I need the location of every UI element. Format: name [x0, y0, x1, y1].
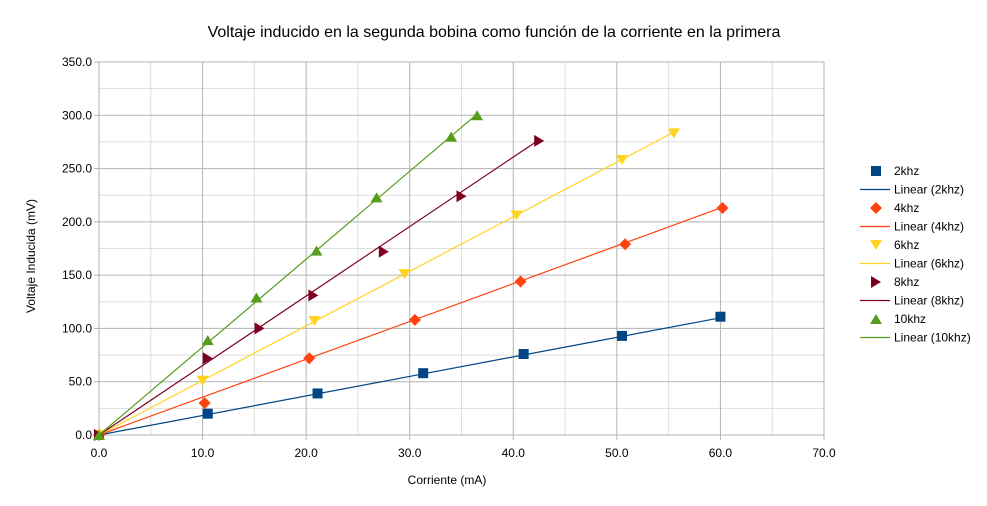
- legend-marker: [870, 314, 882, 324]
- data-point: [370, 192, 383, 203]
- data-point: [514, 275, 527, 288]
- data-point: [715, 311, 726, 322]
- data-point: [202, 408, 213, 419]
- legend-marker: [870, 202, 882, 214]
- legend-item-8khz: 8khz: [871, 275, 919, 289]
- series-6khz: [93, 128, 680, 440]
- legend: 2khz Linear (2khz) 4khz Linear (4khz) 6khz Li…: [860, 164, 971, 345]
- grid: [94, 61, 825, 440]
- y-tick-label: 350.0: [62, 55, 92, 69]
- legend-item-2khz: 2khz: [871, 164, 919, 178]
- legend-item-trend-4khz: Linear (4khz): [860, 220, 964, 234]
- trendline-6khz: [98, 131, 675, 436]
- y-tick-label: 50.0: [69, 375, 93, 389]
- data-point: [617, 330, 628, 341]
- chart-title: Voltaje inducido en la segunda bobina co…: [208, 24, 781, 41]
- data-point: [456, 190, 467, 203]
- y-tick-label: 0.0: [75, 428, 92, 442]
- series-layer: [93, 110, 729, 441]
- data-point: [201, 335, 214, 346]
- data-point: [310, 245, 323, 256]
- x-tick-label: 40.0: [502, 446, 526, 460]
- data-point: [534, 134, 545, 147]
- data-point: [619, 238, 632, 251]
- legend-label: Linear (8khz): [894, 294, 964, 308]
- x-tick-label: 10.0: [191, 446, 215, 460]
- data-point: [250, 292, 263, 303]
- legend-label: 2khz: [894, 164, 919, 178]
- data-point: [202, 352, 213, 365]
- x-tick-label: 0.0: [91, 446, 108, 460]
- x-tick-label: 60.0: [709, 446, 733, 460]
- y-axis-label: Voltaje Inducida (mV): [24, 199, 38, 313]
- legend-item-10khz: 10khz: [870, 312, 926, 326]
- trendline-10khz: [98, 113, 478, 436]
- data-point: [510, 210, 523, 221]
- data-point: [378, 245, 389, 258]
- data-point: [196, 375, 209, 386]
- data-point: [308, 289, 319, 302]
- trendline-2khz: [98, 317, 721, 436]
- x-tick-label: 70.0: [812, 446, 836, 460]
- legend-item-trend-8khz: Linear (8khz): [860, 294, 964, 308]
- legend-item-4khz: 4khz: [870, 201, 919, 215]
- data-point: [308, 315, 321, 326]
- data-point: [616, 155, 629, 166]
- legend-item-6khz: 6khz: [870, 238, 919, 252]
- legend-item-trend-10khz: Linear (10khz): [860, 331, 971, 345]
- legend-label: Linear (10khz): [894, 331, 971, 345]
- tick-labels: 0.0 10.0 20.0 30.0 40.0 50.0 60.0 70.0 0.0 50.0 10…: [62, 55, 836, 460]
- legend-label: Linear (2khz): [894, 183, 964, 197]
- data-point: [445, 131, 458, 142]
- trendline-8khz: [98, 139, 540, 436]
- data-point: [408, 313, 421, 326]
- x-tick-label: 30.0: [398, 446, 422, 460]
- data-point: [418, 368, 429, 379]
- series-10khz: [93, 110, 484, 440]
- y-tick-label: 150.0: [62, 268, 92, 282]
- legend-label: 6khz: [894, 238, 919, 252]
- x-tick-label: 20.0: [294, 446, 318, 460]
- legend-label: 10khz: [894, 312, 926, 326]
- legend-label: Linear (4khz): [894, 220, 964, 234]
- y-tick-label: 200.0: [62, 215, 92, 229]
- x-axis-label: Corriente (mA): [408, 473, 487, 487]
- legend-marker: [871, 276, 881, 288]
- data-point: [716, 202, 729, 215]
- legend-marker: [870, 240, 882, 250]
- y-tick-label: 250.0: [62, 162, 92, 176]
- legend-marker: [871, 166, 881, 176]
- data-point: [254, 322, 265, 335]
- legend-label: Linear (6khz): [894, 257, 964, 271]
- series-4khz: [93, 202, 729, 441]
- data-point: [312, 388, 323, 399]
- data-point: [198, 397, 211, 410]
- legend-item-trend-2khz: Linear (2khz): [860, 183, 964, 197]
- y-tick-label: 100.0: [62, 321, 92, 335]
- y-tick-label: 300.0: [62, 108, 92, 122]
- legend-label: 4khz: [894, 201, 919, 215]
- data-point: [303, 352, 316, 365]
- data-point: [518, 349, 529, 360]
- data-point: [93, 430, 105, 440]
- data-point: [471, 110, 484, 121]
- x-tick-label: 50.0: [605, 446, 629, 460]
- legend-label: 8khz: [894, 275, 919, 289]
- legend-item-trend-6khz: Linear (6khz): [860, 257, 964, 271]
- data-point: [398, 269, 411, 280]
- data-point: [667, 128, 680, 139]
